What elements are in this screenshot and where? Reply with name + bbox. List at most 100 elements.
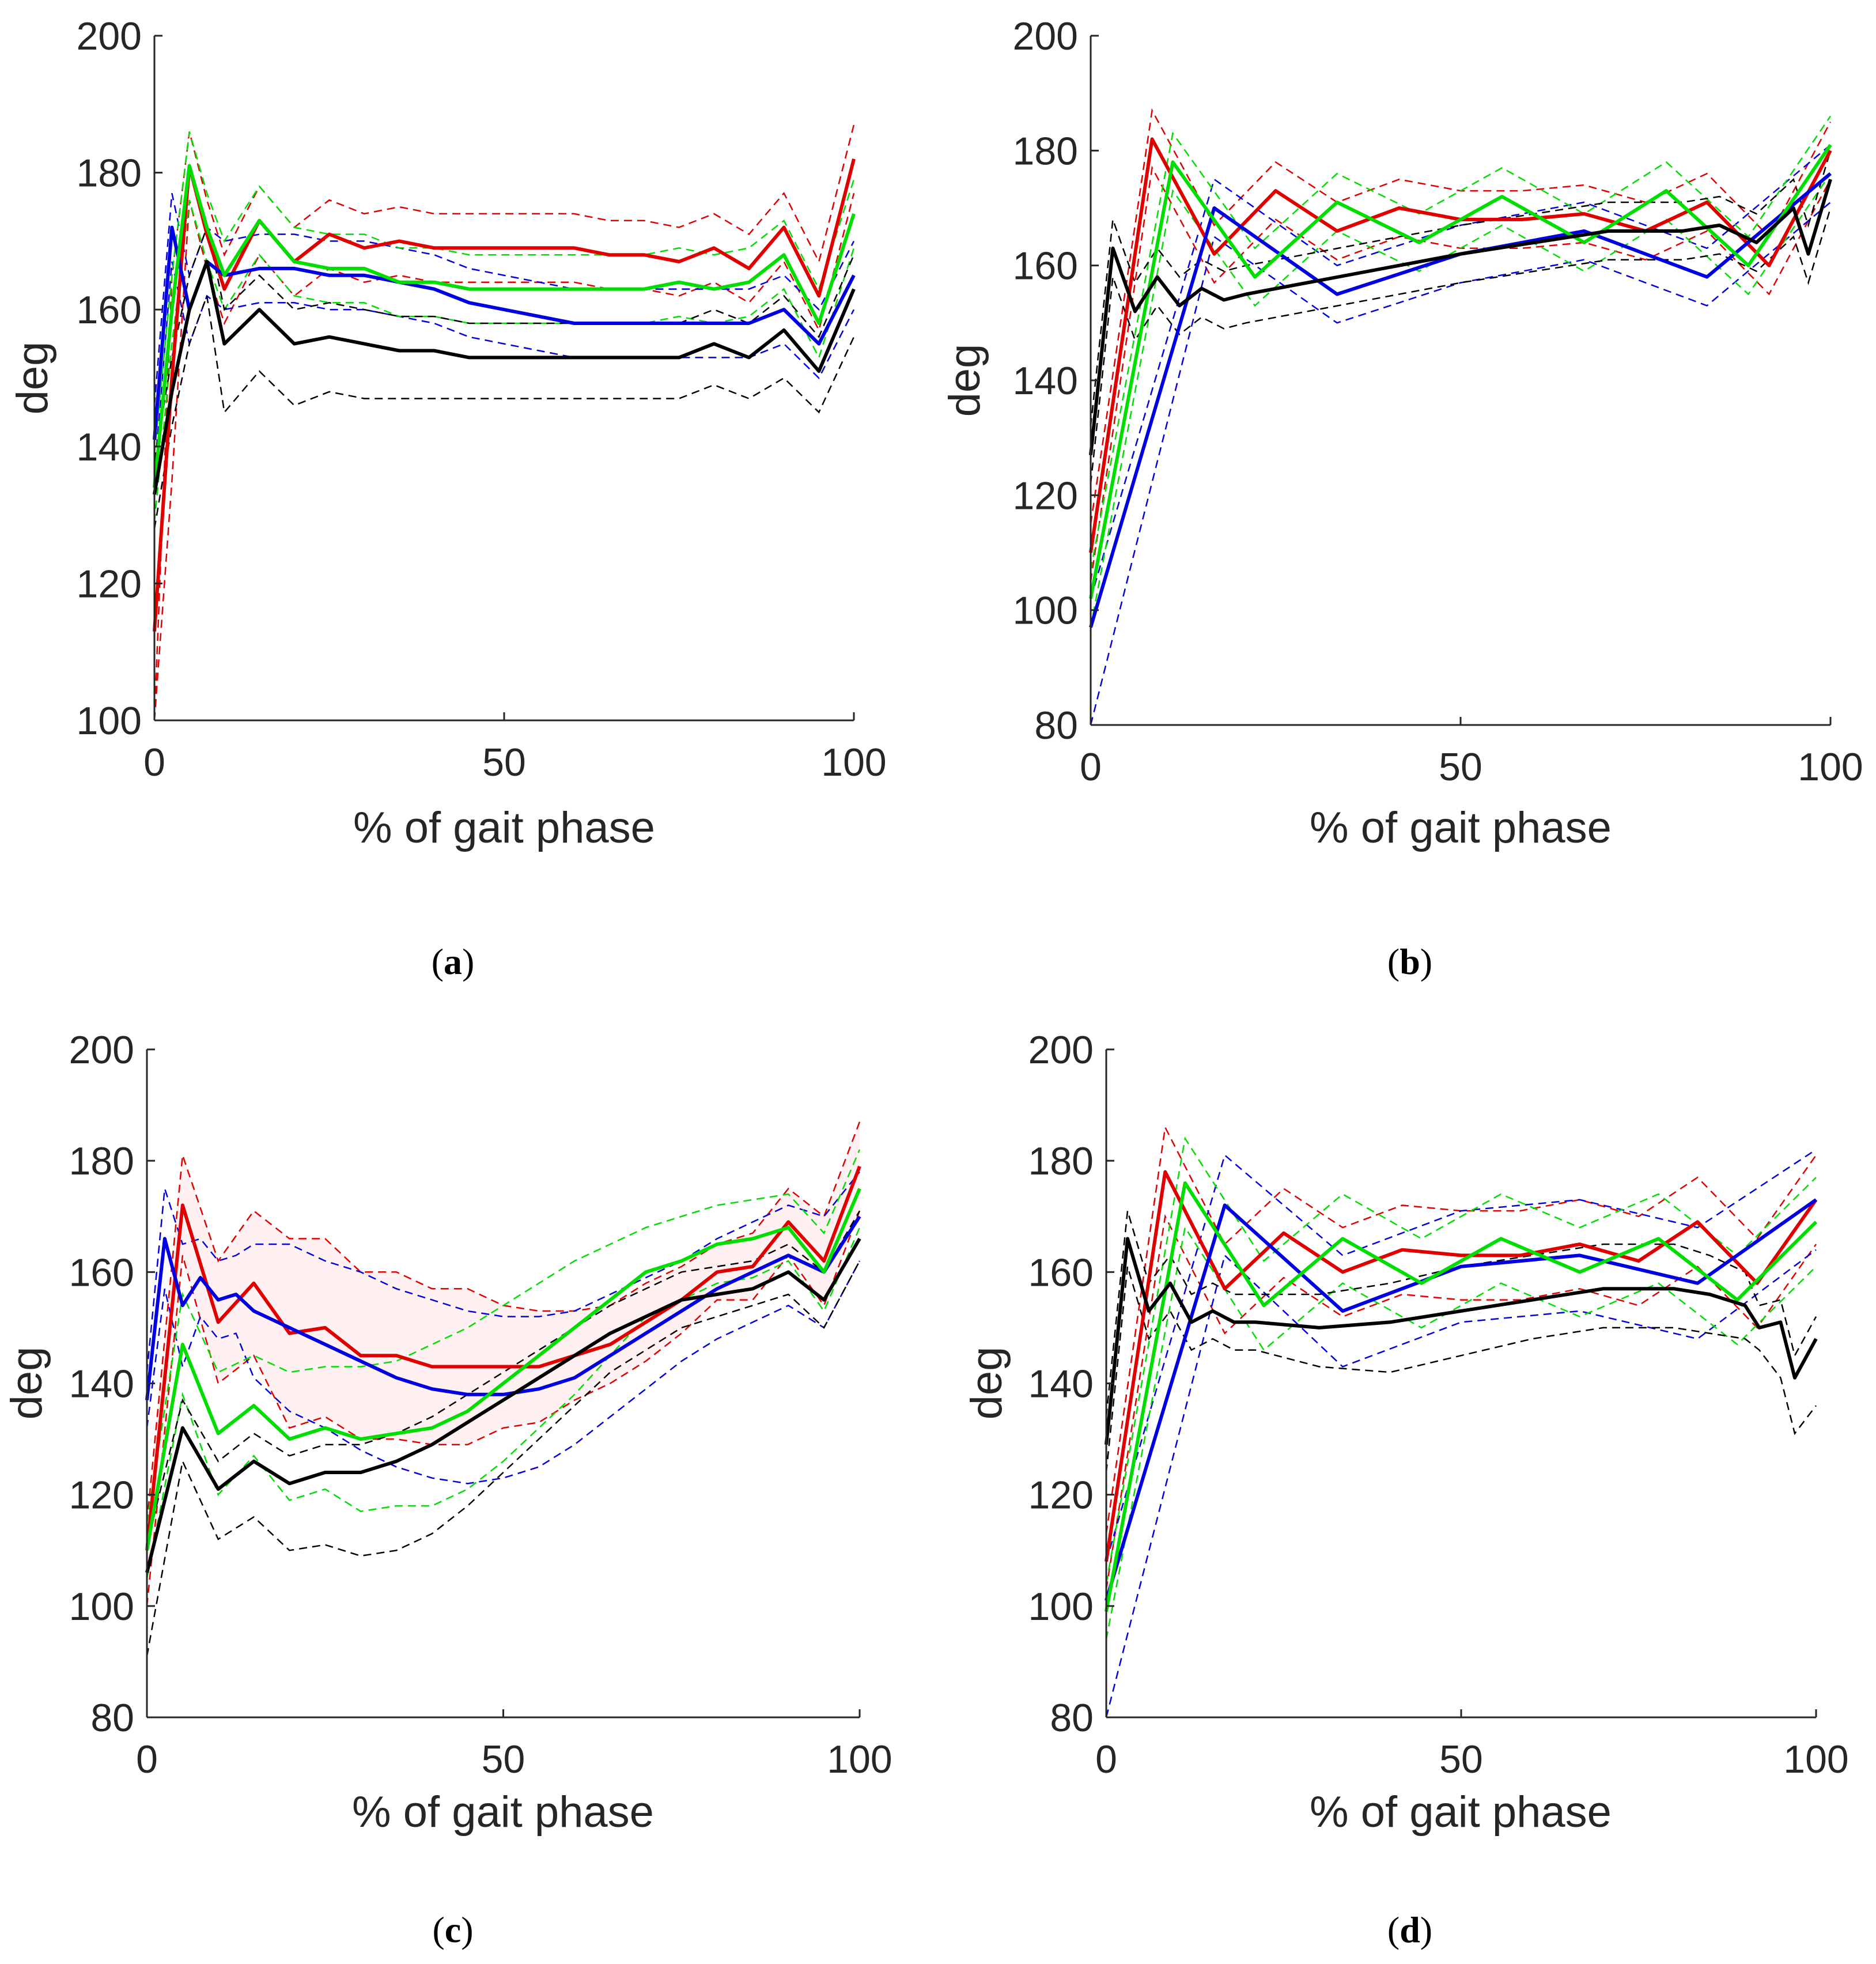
y-tick-label: 100: [77, 699, 142, 743]
series-blue-lower: [146, 1260, 861, 1485]
y-tick-label: 120: [69, 1474, 134, 1517]
y-tick-label: 180: [1028, 1139, 1094, 1183]
series-red-band: [147, 1121, 860, 1606]
y-tick-label: 80: [90, 1696, 134, 1740]
caption-open-paren: (: [432, 941, 444, 982]
series-red-lower: [1105, 1214, 1817, 1590]
series-green-lower: [1105, 1225, 1817, 1640]
panel-caption: (b): [1387, 941, 1432, 982]
caption-letter: c: [445, 1909, 461, 1950]
x-axis-title: % of gait phase: [1310, 1788, 1612, 1837]
x-tick-label: 100: [1798, 745, 1863, 789]
y-axis-title: deg: [2, 1347, 51, 1420]
x-tick-label: 100: [827, 1738, 892, 1781]
y-tick-label: 140: [1028, 1362, 1094, 1406]
y-tick-label: 120: [1028, 1474, 1094, 1517]
y-tick-label: 100: [1013, 589, 1078, 633]
x-tick-label: 50: [482, 741, 526, 784]
y-tick-label: 180: [1013, 129, 1078, 173]
series-green-lower: [1090, 173, 1832, 628]
series-red-upper: [1105, 1125, 1817, 1534]
y-tick-label: 100: [69, 1585, 134, 1629]
y-tick-label: 160: [1013, 244, 1078, 288]
panel-caption: (d): [1387, 1909, 1432, 1950]
series-black-mean: [153, 260, 856, 495]
y-tick-label: 120: [1013, 474, 1078, 518]
panel-caption: (c): [432, 1909, 473, 1950]
caption-close-paren: ): [462, 941, 474, 982]
panel-d: 80 100 120 140 160 180 200 0 50 100 % of gait phas…: [962, 1028, 1849, 1950]
y-tick-label: 160: [77, 288, 142, 332]
y-tick-label: 80: [1034, 704, 1078, 747]
series-green-upper: [1105, 1136, 1817, 1584]
series-black-mean: [1105, 1237, 1818, 1445]
series-blue-upper: [153, 192, 855, 406]
series-black-upper: [146, 1210, 861, 1545]
caption-open-paren: (: [432, 1909, 444, 1950]
series-red-lower: [153, 192, 855, 721]
caption-open-paren: (: [1387, 1909, 1400, 1950]
series-blue-mean: [1105, 1198, 1817, 1602]
panel-c: 80 100 120 140 160 180 200 0 50 100 % of gait phas…: [2, 1028, 892, 1950]
series-black-lower: [1105, 1266, 1817, 1473]
x-axis-title: % of gait phase: [1310, 803, 1612, 852]
series-blue-upper: [146, 1171, 860, 1373]
y-tick-label: 180: [77, 152, 142, 195]
y-tick-label: 80: [1050, 1696, 1094, 1740]
series-red-lower: [146, 1210, 861, 1606]
y-tick-label: 100: [1028, 1585, 1094, 1629]
x-tick-label: 50: [482, 1738, 525, 1781]
series-black-mean: [1089, 179, 1832, 455]
x-tick-label: 0: [1095, 1738, 1117, 1781]
y-axis-title: deg: [940, 344, 989, 417]
y-tick-label: 200: [1013, 14, 1078, 58]
series-red-mean: [153, 158, 856, 632]
y-tick-label: 120: [77, 562, 142, 606]
y-axis-title: deg: [962, 1347, 1011, 1420]
panel-caption: (a): [432, 941, 475, 982]
caption-close-paren: ): [1420, 941, 1432, 982]
series-green-mean: [145, 1188, 861, 1551]
y-axis-title: deg: [8, 342, 57, 415]
caption-close-paren: ): [1420, 1909, 1432, 1950]
series-black-lower: [153, 295, 855, 529]
y-tick-label: 200: [1028, 1028, 1094, 1072]
series-black-mean: [145, 1237, 861, 1573]
series-blue-lower: [1090, 202, 1831, 726]
series-green-mean: [153, 164, 856, 488]
series-red-mean: [1105, 1170, 1818, 1562]
y-tick-label: 200: [69, 1028, 134, 1072]
caption-letter: b: [1400, 941, 1420, 982]
y-tick-label: 140: [69, 1362, 134, 1406]
x-tick-label: 50: [1439, 1738, 1483, 1781]
series-black-lower: [146, 1260, 861, 1657]
caption-letter: d: [1400, 1909, 1420, 1950]
x-tick-label: 50: [1439, 745, 1482, 789]
x-tick-label: 100: [1783, 1738, 1848, 1781]
series-red-mean: [145, 1165, 861, 1551]
series-green-upper: [146, 1149, 861, 1523]
y-tick-label: 140: [1013, 359, 1078, 403]
series-green-upper: [1090, 115, 1832, 571]
series-green-upper: [153, 131, 855, 454]
caption-close-paren: ): [461, 1909, 473, 1950]
caption-letter: a: [444, 941, 462, 982]
series-blue-upper: [1105, 1149, 1817, 1562]
x-axis-title: % of gait phase: [353, 803, 655, 852]
x-tick-label: 0: [143, 741, 165, 784]
x-tick-label: 0: [1080, 745, 1102, 789]
x-tick-label: 100: [821, 741, 886, 784]
series-black-upper: [1105, 1210, 1817, 1417]
series-blue-lower: [153, 261, 855, 474]
x-tick-label: 0: [136, 1738, 158, 1781]
y-tick-label: 160: [69, 1251, 134, 1294]
series-blue-mean: [153, 225, 856, 440]
series-blue-lower: [1105, 1249, 1817, 1718]
series-blue-upper: [1090, 144, 1831, 599]
series-blue-mean: [1089, 172, 1832, 628]
series-black-upper: [153, 225, 855, 460]
series-blue-mean: [145, 1215, 861, 1400]
panel-b: 80 100 120 140 160 180 200 0 50 100 % of gait phas…: [940, 14, 1863, 982]
y-tick-label: 160: [1028, 1251, 1094, 1294]
